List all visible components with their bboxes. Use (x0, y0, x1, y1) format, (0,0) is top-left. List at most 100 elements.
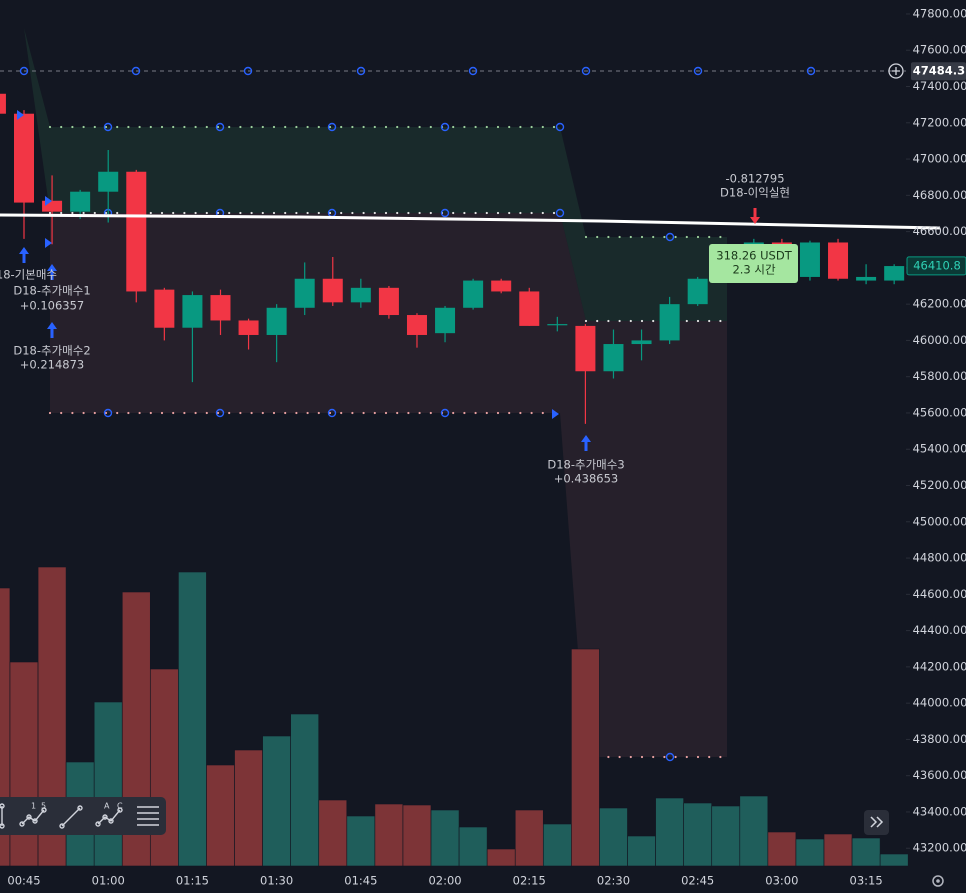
settings-button[interactable] (932, 875, 944, 887)
y-tick-label: 45000.00 (913, 514, 966, 528)
candle-body (0, 93, 6, 114)
x-tick-label: 02:45 (681, 874, 714, 888)
volume-bar (402, 804, 432, 867)
volume-bar (767, 831, 797, 867)
y-tick-label: 44600.00 (913, 587, 966, 601)
volume-bar (514, 809, 544, 867)
candle-body (322, 278, 343, 303)
candle-body (154, 289, 175, 328)
buy3-name: D18-추가매수3 (547, 458, 624, 472)
candle-body (378, 287, 399, 316)
candle-body (631, 340, 652, 345)
candle-body (266, 307, 287, 335)
profit-text: 318.26 USDT (716, 249, 792, 263)
candle-body (884, 266, 905, 281)
candle-body (463, 280, 484, 308)
y-tick-label: 47400.00 (913, 79, 966, 93)
candle-body (603, 344, 624, 372)
y-tick-label: 43200.00 (913, 841, 966, 855)
volume-bar (150, 668, 179, 867)
candle-body (491, 280, 512, 292)
moving-average (0, 213, 941, 230)
candle-body (659, 304, 680, 341)
volume-bar (543, 823, 572, 867)
volume-bar (346, 815, 376, 867)
duration-text: 2.3 시간 (732, 263, 776, 277)
candle-body (575, 325, 596, 372)
y-tick-label: 43400.00 (913, 804, 966, 818)
x-tick-label: 03:15 (850, 874, 883, 888)
volume-bar (234, 749, 263, 867)
y-tick-label: 44200.00 (913, 659, 966, 673)
candle-body (687, 278, 708, 305)
x-tick-label: 03:00 (765, 874, 798, 888)
base-name: D18-기본매수 (0, 268, 57, 282)
x-tick-label: 02:00 (428, 874, 461, 888)
volume-bar (851, 837, 881, 867)
price-axis: 43200.00 43400.00 43600.00 43800.00 44000.00… (7, 6, 966, 888)
volume-bar (318, 799, 348, 867)
volume-bar (458, 826, 488, 867)
candle-body (435, 307, 456, 334)
y-tick-label: 47200.00 (913, 115, 966, 129)
y-tick-label: 44800.00 (913, 551, 966, 565)
x-tick-label: 01:15 (176, 874, 209, 888)
profit-zone (24, 28, 727, 321)
x-tick-label: 01:00 (92, 874, 125, 888)
y-tick-label: 45600.00 (913, 405, 966, 419)
candle-body (238, 320, 259, 335)
profit-box (709, 244, 798, 283)
y-tick-label: 44400.00 (913, 623, 966, 637)
volume-bar (655, 797, 684, 867)
candle-body (771, 242, 792, 245)
loss-zone (50, 213, 727, 757)
candle-body (98, 171, 119, 192)
last-price-label: 46410.8 (913, 258, 961, 272)
y-tick-label: 47800.00 (913, 6, 966, 20)
scroll-right-button[interactable] (864, 810, 889, 835)
buy2-value: +0.214873 (20, 358, 85, 372)
volume-bar (823, 833, 853, 867)
y-tick-label: 46600.00 (913, 224, 966, 238)
candle-body (294, 278, 315, 308)
y-tick-label: 45400.00 (913, 442, 966, 456)
volume-bar (93, 701, 123, 867)
volume-bar (9, 661, 39, 867)
sell-name: D18-이익실현 (720, 186, 790, 200)
volume-bar (430, 809, 460, 867)
candle-body (70, 191, 91, 212)
sell-value: -0.812795 (725, 172, 784, 186)
x-tick-label: 01:45 (344, 874, 377, 888)
y-tick-label: 46000.00 (913, 333, 966, 347)
y-tick-label: 47600.00 (913, 43, 966, 57)
volume-bar (486, 848, 516, 867)
y-tick-label: 44000.00 (913, 696, 966, 710)
candle-body (547, 324, 568, 326)
candle-body (799, 242, 820, 277)
candle-body (406, 315, 427, 335)
x-tick-label: 01:30 (260, 874, 293, 888)
candle-body (182, 295, 203, 328)
candle-body (828, 242, 849, 279)
toolbar-label: A (104, 802, 110, 811)
candle-body (210, 295, 231, 321)
toolbar-label: 5 (41, 802, 46, 811)
buy3-value: +0.438653 (554, 472, 619, 486)
add-button[interactable] (888, 63, 904, 79)
candle-body (856, 276, 877, 281)
y-tick-label: 47000.00 (913, 152, 966, 166)
x-tick-label: 02:15 (513, 874, 546, 888)
volume-bar (262, 735, 291, 867)
volume-bar (290, 713, 320, 867)
y-tick-label: 46200.00 (913, 297, 966, 311)
crosshair-price-label: 47484.3 (913, 64, 965, 78)
candle-body (14, 113, 34, 203)
candle-body (519, 291, 540, 326)
trade-markers (17, 110, 760, 451)
last-price-box (906, 256, 966, 276)
candle-body (126, 171, 147, 292)
y-tick-label: 45200.00 (913, 478, 966, 492)
buy1-value: +0.106357 (20, 299, 85, 313)
